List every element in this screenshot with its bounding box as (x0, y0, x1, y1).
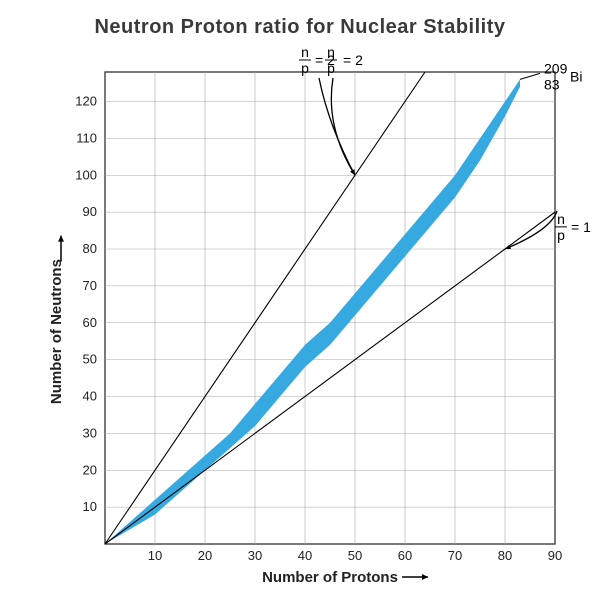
x-tick-label: 30 (248, 548, 262, 563)
y-axis-arrowhead (58, 236, 64, 242)
svg-text:p: p (557, 227, 565, 243)
x-tick-label: 70 (448, 548, 462, 563)
x-tick-label: 20 (198, 548, 212, 563)
svg-text:= 1: = 1 (571, 219, 591, 235)
ratio-label-np1: np = 1 (555, 211, 591, 243)
svg-text:209: 209 (544, 60, 568, 76)
y-tick-label: 20 (83, 462, 97, 477)
y-tick-label: 90 (83, 204, 97, 219)
y-tick-label: 100 (75, 167, 97, 182)
y-axis-label: Number of Neutrons (48, 259, 65, 404)
bi-label: 20983 Bi (544, 60, 582, 92)
x-tick-label: 40 (298, 548, 312, 563)
y-tick-label: 60 (83, 315, 97, 330)
y-tick-label: 40 (83, 389, 97, 404)
y-tick-label: 50 (83, 352, 97, 367)
x-tick-label: 60 (398, 548, 412, 563)
y-tick-label: 30 (83, 425, 97, 440)
svg-text:n: n (557, 211, 565, 227)
x-axis-arrowhead (422, 574, 428, 580)
y-tick-label: 110 (76, 130, 97, 145)
svg-text:n: n (301, 44, 309, 60)
chart-container: 10 20 30 40 50 60 70 80 90 10 20 30 40 50 60 70 80 90 100 1… (0, 0, 600, 600)
x-tick-label: 80 (498, 548, 512, 563)
y-tick-label: 120 (75, 94, 97, 109)
x-tick-label: 50 (348, 548, 362, 563)
x-axis-label: Number of Protons (262, 569, 398, 586)
svg-text:= 2: = 2 (343, 52, 363, 68)
x-tick-label: 90 (548, 548, 562, 563)
y-tick-label: 10 (83, 499, 97, 514)
y-tick-label: 80 (83, 241, 97, 256)
svg-text:83: 83 (544, 76, 560, 92)
y-tick-label: 70 (83, 278, 97, 293)
stability-chart: 10 20 30 40 50 60 70 80 90 10 20 30 40 50 60 70 80 90 100 1… (0, 0, 600, 600)
svg-text:= 2: = 2 (315, 52, 335, 68)
x-tick-label: 10 (148, 548, 162, 563)
svg-text:p: p (301, 60, 309, 76)
svg-text:Bi: Bi (570, 68, 582, 84)
